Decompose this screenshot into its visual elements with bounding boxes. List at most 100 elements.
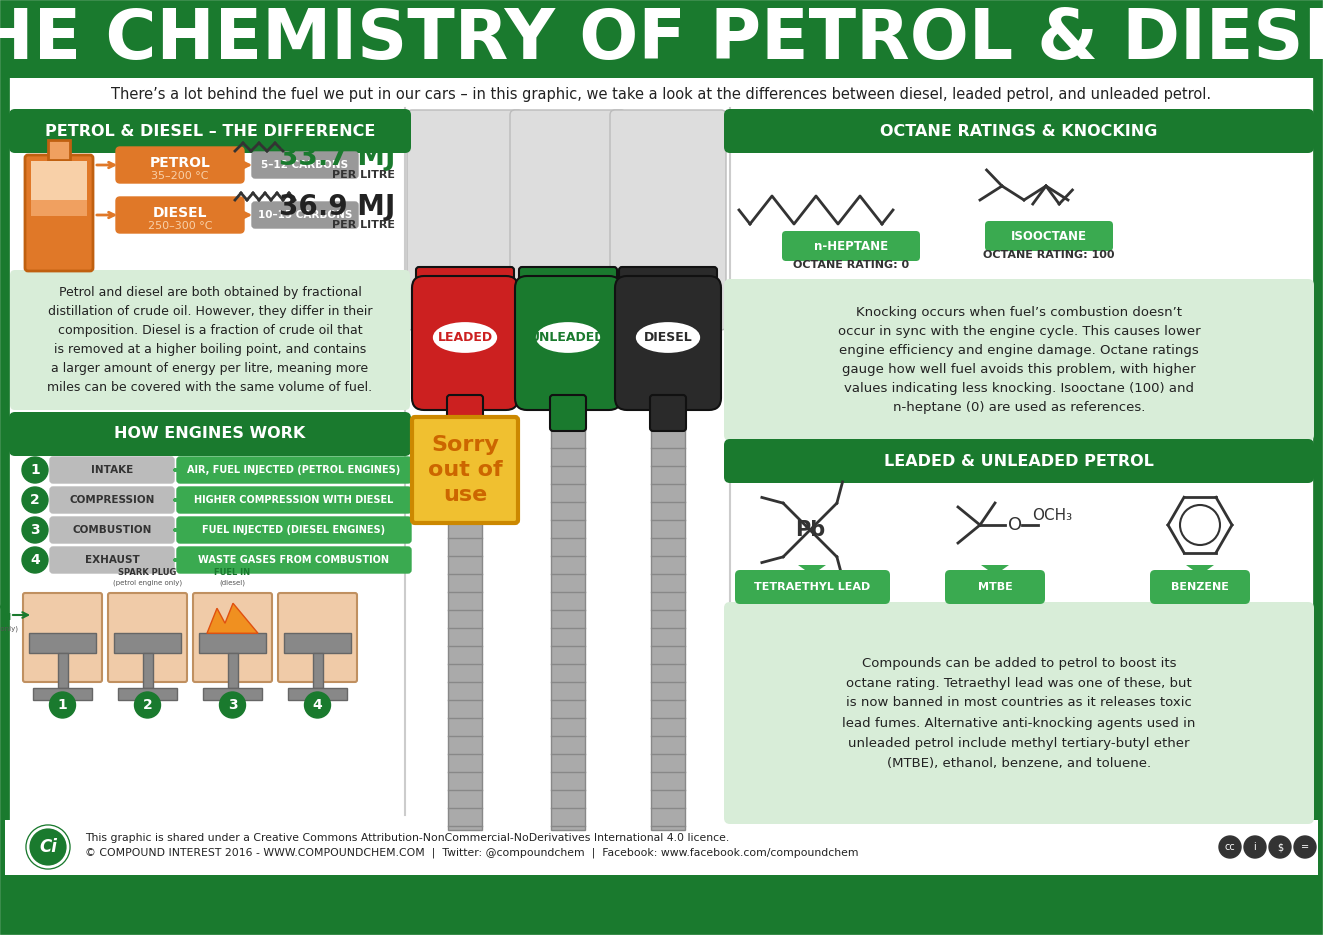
Text: OCTANE RATINGS & KNOCKING: OCTANE RATINGS & KNOCKING — [880, 123, 1158, 138]
FancyBboxPatch shape — [782, 231, 919, 261]
Text: 3: 3 — [30, 523, 40, 537]
FancyBboxPatch shape — [9, 412, 411, 456]
FancyBboxPatch shape — [724, 279, 1314, 441]
Text: PER LITRE: PER LITRE — [332, 220, 396, 230]
FancyBboxPatch shape — [5, 5, 1318, 930]
Text: OCH₃: OCH₃ — [1032, 508, 1072, 523]
Text: HIGHER COMPRESSION WITH DIESEL: HIGHER COMPRESSION WITH DIESEL — [194, 495, 394, 505]
Bar — [202, 688, 262, 700]
Text: FUEL IN: FUEL IN — [0, 613, 11, 622]
Text: Sorry: Sorry — [431, 435, 499, 455]
Text: use: use — [443, 485, 487, 505]
Bar — [114, 633, 181, 654]
FancyBboxPatch shape — [50, 547, 175, 573]
Bar — [48, 140, 70, 160]
Text: $: $ — [1277, 842, 1283, 852]
Text: (petrol only): (petrol only) — [0, 625, 19, 631]
FancyBboxPatch shape — [177, 487, 411, 513]
Text: 35–200 °C: 35–200 °C — [151, 171, 209, 181]
Text: Ci: Ci — [38, 838, 57, 856]
Text: FUEL INJECTED (DIESEL ENGINES): FUEL INJECTED (DIESEL ENGINES) — [202, 525, 385, 535]
Bar — [550, 325, 585, 830]
Text: 2: 2 — [30, 493, 40, 507]
Bar — [57, 654, 67, 688]
Text: THE CHEMISTRY OF PETROL & DIESEL: THE CHEMISTRY OF PETROL & DIESEL — [0, 7, 1323, 74]
Text: O: O — [1008, 516, 1023, 534]
Text: 36.9 MJ: 36.9 MJ — [279, 193, 396, 221]
FancyBboxPatch shape — [411, 417, 519, 523]
Text: cc: cc — [1225, 842, 1236, 852]
Circle shape — [1244, 836, 1266, 858]
Text: There’s a lot behind the fuel we put in our cars – in this graphic, we take a lo: There’s a lot behind the fuel we put in … — [111, 88, 1212, 103]
Circle shape — [22, 457, 48, 483]
Bar — [33, 688, 93, 700]
Text: =: = — [1301, 842, 1308, 852]
Text: FUEL IN: FUEL IN — [214, 568, 250, 577]
Text: OCTANE RATING: 100: OCTANE RATING: 100 — [983, 250, 1115, 260]
Text: © COMPOUND INTEREST 2016 - WWW.COMPOUNDCHEM.COM  |  Twitter: @compoundchem  |  F: © COMPOUND INTEREST 2016 - WWW.COMPOUNDC… — [85, 848, 859, 858]
FancyBboxPatch shape — [50, 517, 175, 543]
Text: COMPRESSION: COMPRESSION — [69, 495, 155, 505]
FancyBboxPatch shape — [650, 395, 687, 431]
Text: PETROL: PETROL — [149, 156, 210, 170]
Circle shape — [1269, 836, 1291, 858]
Circle shape — [49, 692, 75, 718]
Bar — [448, 325, 482, 830]
Circle shape — [22, 517, 48, 543]
Bar — [30, 161, 87, 199]
FancyBboxPatch shape — [278, 593, 357, 682]
Bar — [284, 633, 351, 654]
Circle shape — [304, 692, 331, 718]
Text: MTBE: MTBE — [978, 582, 1012, 592]
Ellipse shape — [638, 324, 699, 352]
Circle shape — [1294, 836, 1316, 858]
Text: HOW ENGINES WORK: HOW ENGINES WORK — [114, 426, 306, 441]
Text: LEADED & UNLEADED PETROL: LEADED & UNLEADED PETROL — [884, 453, 1154, 468]
Circle shape — [135, 692, 160, 718]
Text: SPARK PLUG: SPARK PLUG — [118, 568, 177, 577]
Bar — [5, 70, 1318, 78]
Text: BENZENE: BENZENE — [1171, 582, 1229, 592]
Text: 250–300 °C: 250–300 °C — [148, 221, 212, 231]
FancyBboxPatch shape — [619, 267, 717, 291]
Text: TETRAETHYL LEAD: TETRAETHYL LEAD — [754, 582, 871, 592]
FancyBboxPatch shape — [116, 147, 243, 183]
FancyBboxPatch shape — [724, 439, 1314, 483]
Circle shape — [26, 825, 70, 869]
Text: ISOOCTANE: ISOOCTANE — [1011, 229, 1088, 242]
FancyBboxPatch shape — [251, 152, 359, 178]
FancyBboxPatch shape — [407, 110, 523, 330]
Text: Petrol and diesel are both obtained by fractional
distillation of crude oil. How: Petrol and diesel are both obtained by f… — [48, 286, 373, 394]
FancyBboxPatch shape — [25, 155, 93, 271]
Bar — [118, 688, 177, 700]
Text: 5–12 CARBONS: 5–12 CARBONS — [262, 160, 348, 170]
Ellipse shape — [537, 324, 599, 352]
FancyBboxPatch shape — [509, 110, 626, 330]
Text: 4: 4 — [312, 698, 323, 712]
Text: PETROL & DIESEL – THE DIFFERENCE: PETROL & DIESEL – THE DIFFERENCE — [45, 123, 376, 138]
FancyBboxPatch shape — [11, 270, 410, 410]
Bar — [29, 633, 97, 654]
Text: DIESEL: DIESEL — [643, 331, 692, 344]
FancyBboxPatch shape — [515, 276, 620, 410]
Bar — [30, 199, 87, 216]
Text: 2: 2 — [143, 698, 152, 712]
Text: 33.7 MJ: 33.7 MJ — [279, 143, 396, 171]
Text: AIR, FUEL INJECTED (PETROL ENGINES): AIR, FUEL INJECTED (PETROL ENGINES) — [188, 465, 401, 475]
Text: LEADED: LEADED — [438, 331, 492, 344]
Circle shape — [1218, 836, 1241, 858]
FancyBboxPatch shape — [519, 267, 617, 291]
Text: EXHAUST: EXHAUST — [85, 555, 139, 565]
Text: PER LITRE: PER LITRE — [332, 170, 396, 180]
FancyBboxPatch shape — [724, 109, 1314, 153]
FancyBboxPatch shape — [251, 202, 359, 228]
Circle shape — [22, 487, 48, 513]
Bar — [30, 216, 87, 267]
Circle shape — [220, 692, 246, 718]
FancyBboxPatch shape — [116, 197, 243, 233]
FancyBboxPatch shape — [177, 547, 411, 573]
Text: COMBUSTION: COMBUSTION — [73, 525, 152, 535]
Polygon shape — [798, 565, 826, 575]
Bar — [5, 5, 1318, 70]
Text: 4: 4 — [30, 553, 40, 567]
